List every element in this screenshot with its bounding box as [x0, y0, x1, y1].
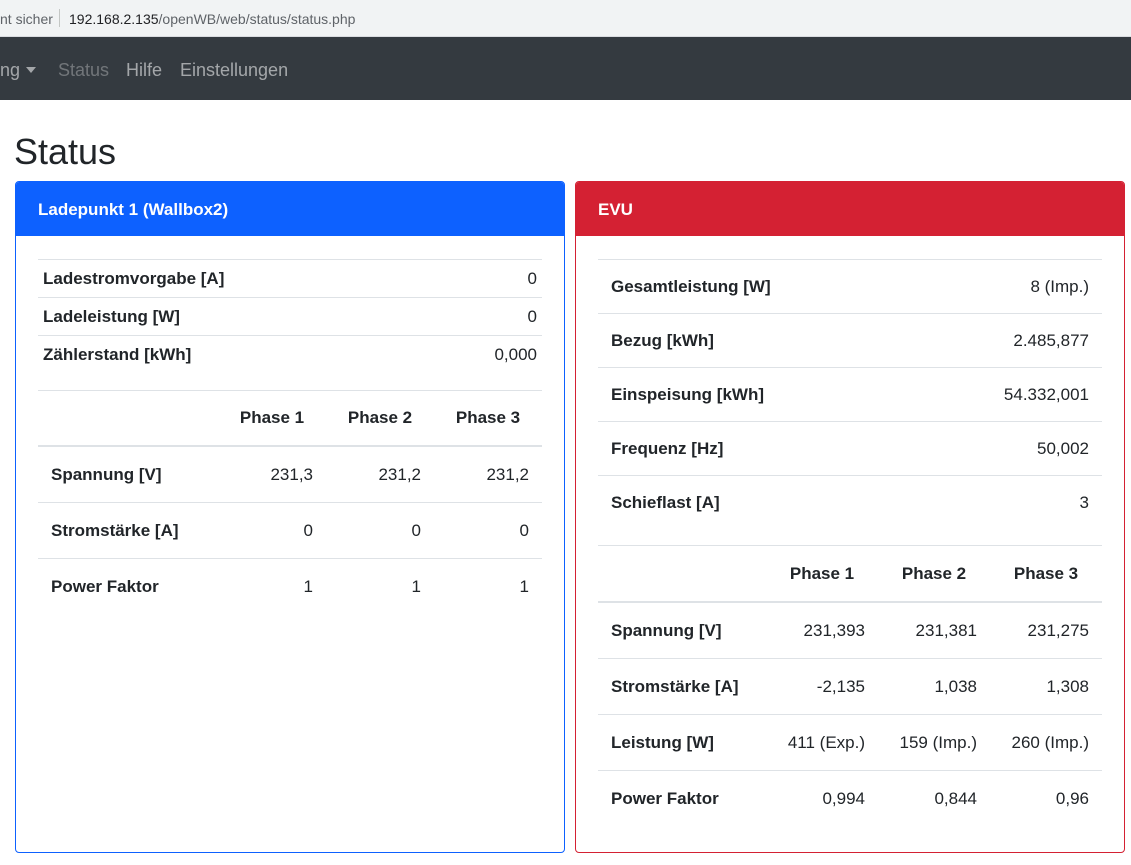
cell-value: 411 (Exp.) [766, 714, 878, 771]
row-label: Ladeleistung [W] [38, 297, 434, 336]
phase-header: Phase 2 [326, 390, 434, 447]
empty-header [598, 545, 766, 603]
table-row: Stromstärke [A] 0 0 0 [38, 502, 542, 559]
cell-value: 0 [434, 502, 542, 559]
table-row: Zählerstand [kWh] 0,000 [38, 335, 542, 373]
cell-value: 231,275 [1027, 620, 1089, 640]
nav-status[interactable]: Status [58, 60, 110, 80]
row-label: Schieflast [A] [598, 475, 914, 529]
table-row: Power Faktor 1 1 1 [38, 558, 542, 614]
phase-header: Phase 3 [990, 545, 1102, 603]
cell-value: 0,994 [766, 770, 878, 826]
cell-value: 231,381 [915, 620, 977, 640]
url-host: 192.168.2.135 [69, 11, 159, 27]
table-row: Leistung [W] 411 (Exp.) 159 (Imp.) 260 (… [598, 714, 1102, 771]
cell-value: 231,3 [270, 464, 313, 484]
cell-value: 231,393 [803, 620, 865, 640]
nav-dropdown[interactable]: ng [0, 60, 37, 81]
row-label: Stromstärke [A] [38, 502, 218, 559]
table-row: Einspeisung [kWh] 54.332,001 [598, 367, 1102, 422]
security-indicator[interactable]: nt sicher [0, 11, 53, 27]
cell-value: 1 [326, 558, 434, 614]
table-row: Bezug [kWh] 2.485,877 [598, 313, 1102, 368]
table-row: Spannung [V] 231,3 231,2 231,2 [38, 446, 542, 503]
table-row: Ladeleistung [W] 0 [38, 297, 542, 336]
table-row: Frequenz [Hz] 50,002 [598, 421, 1102, 476]
phase-header: Phase 1 [218, 390, 326, 447]
empty-header [38, 390, 218, 447]
row-value: 0,000 [433, 335, 542, 373]
row-label: Power Faktor [598, 770, 766, 826]
ladepunkt-card: Ladepunkt 1 (Wallbox2) Ladestromvorgabe … [15, 181, 565, 853]
row-value: 0 [433, 259, 542, 298]
url-path: /openWB/web/status/status.php [158, 11, 356, 27]
nav-einstellungen[interactable]: Einstellungen [180, 60, 289, 80]
table-row: Power Faktor 0,994 0,844 0,96 [598, 770, 1102, 826]
cell-value: 159 (Imp.) [878, 714, 990, 771]
row-label: Gesamtleistung [W] [598, 259, 914, 314]
table-row: Stromstärke [A] -2,135 1,038 1,308 [598, 658, 1102, 715]
cell-value: -2,135 [766, 658, 878, 715]
cell-value: 260 (Imp.) [990, 714, 1102, 771]
cell-value: 0 [218, 502, 326, 559]
cell-value: 1,038 [878, 658, 990, 715]
cell-value: 231,2 [378, 464, 421, 484]
row-value: 50,002 [913, 421, 1102, 476]
row-value: 2.485,877 [913, 313, 1102, 368]
nav-dropdown-label: ng [0, 60, 21, 80]
cell-value: 231,2 [486, 464, 529, 484]
phase-header: Phase 2 [878, 545, 990, 603]
nav-hilfe[interactable]: Hilfe [126, 60, 163, 80]
cell-value: 1,308 [990, 658, 1102, 715]
evu-card: EVU Gesamtleistung [W] 8 (Imp.) Bezug [k… [575, 181, 1125, 853]
url-field[interactable]: 192.168.2.135/openWB/web/status/status.p… [69, 11, 355, 27]
row-label: Frequenz [Hz] [598, 421, 914, 476]
row-label: Leistung [W] [598, 714, 766, 771]
table-row: Spannung [V] 231,393 231,381 231,275 [598, 602, 1102, 659]
evu-summary-table: Gesamtleistung [W] 8 (Imp.) Bezug [kWh] … [598, 259, 1102, 529]
table-row: Schieflast [A] 3 [598, 475, 1102, 529]
cell-value: 0,96 [990, 770, 1102, 826]
ladepunkt-summary-table: Ladestromvorgabe [A] 0 Ladeleistung [W] … [38, 259, 542, 373]
phase-header: Phase 3 [434, 390, 542, 447]
row-value: 54.332,001 [913, 367, 1102, 422]
browser-address-bar: nt sicher 192.168.2.135/openWB/web/statu… [0, 0, 1131, 37]
address-separator [59, 9, 60, 27]
cell-value: 1 [434, 558, 542, 614]
evu-phase-table: Phase 1 Phase 2 Phase 3 Spannung [V] 231… [598, 545, 1102, 826]
evu-card-header: EVU [576, 182, 1124, 236]
table-row: Gesamtleistung [W] 8 (Imp.) [598, 259, 1102, 314]
row-label: Spannung [V] [611, 620, 722, 640]
cell-value: 0,844 [878, 770, 990, 826]
row-value: 3 [913, 475, 1102, 529]
row-label: Einspeisung [kWh] [598, 367, 914, 422]
phase-header: Phase 1 [766, 545, 878, 603]
row-label: Bezug [kWh] [598, 313, 914, 368]
table-row: Ladestromvorgabe [A] 0 [38, 259, 542, 298]
row-label: Stromstärke [A] [598, 658, 766, 715]
row-label: Zählerstand [kWh] [38, 335, 434, 373]
cell-value: 0 [326, 502, 434, 559]
row-label: Power Faktor [38, 558, 218, 614]
chevron-down-icon [26, 67, 37, 73]
ladepunkt-phase-table: Phase 1 Phase 2 Phase 3 Spannung [V] 231… [38, 390, 542, 614]
row-label: Ladestromvorgabe [A] [38, 259, 434, 298]
navbar: ng Status Hilfe Einstellungen [0, 37, 1131, 100]
table-header-row: Phase 1 Phase 2 Phase 3 [598, 545, 1102, 603]
cell-value: 1 [218, 558, 326, 614]
row-value: 0 [433, 297, 542, 336]
row-label: Spannung [V] [51, 464, 162, 484]
ladepunkt-card-header: Ladepunkt 1 (Wallbox2) [16, 182, 564, 236]
page-title: Status [14, 131, 117, 172]
row-value: 8 (Imp.) [913, 259, 1102, 314]
table-header-row: Phase 1 Phase 2 Phase 3 [38, 390, 542, 447]
